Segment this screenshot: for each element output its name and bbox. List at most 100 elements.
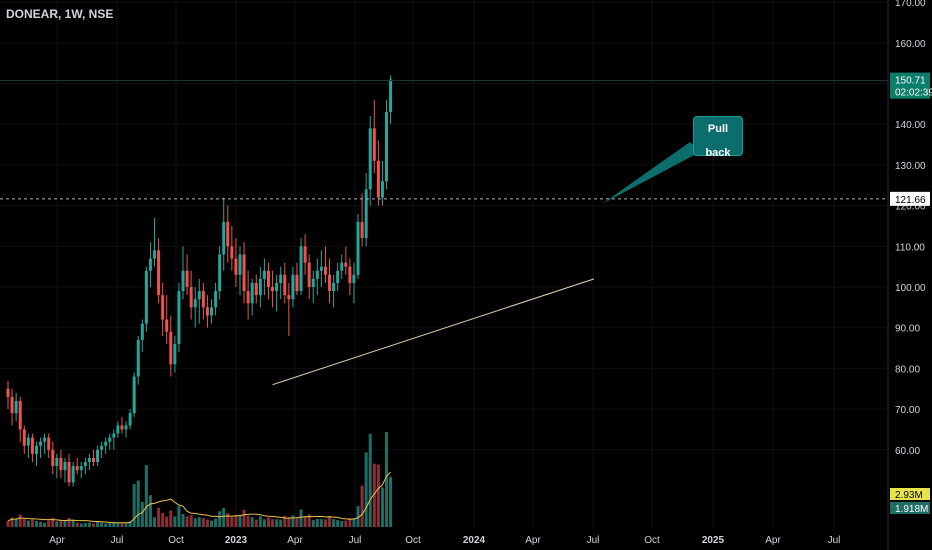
candle (385, 99, 389, 190)
x-tick-label: Apr (49, 535, 65, 546)
candle-body (157, 250, 161, 296)
candle-body (214, 291, 218, 308)
pullback-callout[interactable]: Pull back (693, 116, 743, 159)
ticker-title: DONEAR, 1W, NSE (6, 7, 114, 21)
volume-bar (197, 517, 201, 527)
candle (283, 262, 287, 304)
volume-ma-label: 2.93M (895, 490, 923, 501)
y-tick-label: 60.00 (895, 446, 920, 457)
volume-bar (140, 501, 144, 527)
volume-bar (34, 520, 38, 527)
candle-body (389, 79, 393, 112)
price-axis: 170.00160.00150.00140.00130.00120.00110.… (887, 0, 932, 550)
candle (189, 270, 193, 320)
volume-bar (14, 519, 18, 527)
volume-bar (226, 513, 230, 527)
candle (201, 282, 205, 320)
candle-body (303, 246, 307, 263)
candle (30, 433, 34, 463)
candle-body (71, 466, 75, 483)
candle-body (79, 466, 83, 471)
volume-bar (372, 463, 376, 527)
time-axis: Apr Jul Oct 2023 Apr Jul Oct 2024 Apr Jul Oct 2025 A… (49, 535, 840, 546)
candle (360, 193, 364, 247)
volume-bar (230, 516, 234, 527)
volume-bar (271, 519, 275, 527)
volume-bar (165, 516, 169, 527)
candle (332, 274, 336, 308)
candle-body (246, 291, 250, 304)
candle (18, 396, 22, 442)
volume-bar (385, 432, 389, 527)
candle-body (87, 457, 91, 463)
candle (47, 433, 51, 458)
candle (173, 335, 177, 373)
candle-body (356, 221, 360, 275)
candle-body (59, 457, 63, 471)
candle (96, 445, 100, 467)
candle-body (14, 400, 18, 414)
candle-body (22, 429, 26, 446)
volume-bar (39, 521, 43, 527)
volume-bar (262, 519, 266, 527)
volume-bars (6, 432, 393, 527)
volume-bar (30, 519, 34, 527)
candle-body (34, 445, 38, 454)
volume-bar (96, 520, 100, 527)
candle (275, 274, 279, 312)
volume-bar (157, 507, 161, 527)
volume-bar (55, 521, 59, 527)
candle-body (230, 246, 234, 259)
volume-bar (83, 523, 87, 527)
volume-bar (22, 518, 26, 527)
candle (299, 238, 303, 296)
volume-bar (181, 514, 185, 527)
candle-body (266, 270, 270, 287)
candle-body (136, 339, 140, 377)
candle-body (348, 266, 352, 283)
volume-bar (299, 509, 303, 527)
candle (87, 453, 91, 471)
volume-bar (132, 483, 136, 527)
candle (380, 160, 384, 206)
candle-body (108, 437, 112, 442)
candle (63, 457, 67, 483)
volume-bar (10, 517, 14, 527)
candle (356, 213, 360, 279)
candle (140, 319, 144, 353)
candle-body (385, 111, 389, 182)
x-tick-label: Oct (168, 535, 184, 546)
candle (22, 425, 26, 454)
volume-bar (266, 517, 270, 527)
y-tick-label: 90.00 (895, 324, 920, 335)
volume-bar (87, 522, 91, 527)
candle (185, 254, 189, 296)
volume-label: 1.918M (895, 504, 928, 515)
volume-bar (328, 516, 332, 527)
candle-body (242, 254, 246, 292)
candle (177, 282, 181, 353)
candle (368, 116, 372, 206)
volume-bar (222, 508, 226, 527)
y-tick-label: 110.00 (895, 242, 925, 253)
candle (242, 242, 246, 304)
candle (14, 392, 18, 422)
volume-bar (116, 522, 120, 527)
candle-body (10, 396, 14, 414)
volume-bar (254, 519, 258, 527)
x-tick-label: Apr (765, 535, 781, 546)
candle-body (323, 266, 327, 275)
volume-bar (18, 514, 22, 527)
volume-bar (124, 522, 128, 527)
candle-body (344, 262, 348, 267)
candle-body (144, 270, 148, 324)
candle-body (189, 287, 193, 308)
volume-bar (283, 515, 287, 527)
y-tick-label: 100.00 (895, 283, 926, 294)
candle-body (128, 413, 132, 426)
volume-bar (108, 523, 112, 527)
volume-bar (360, 485, 364, 527)
candle (344, 246, 348, 275)
volume-bar (258, 516, 262, 527)
